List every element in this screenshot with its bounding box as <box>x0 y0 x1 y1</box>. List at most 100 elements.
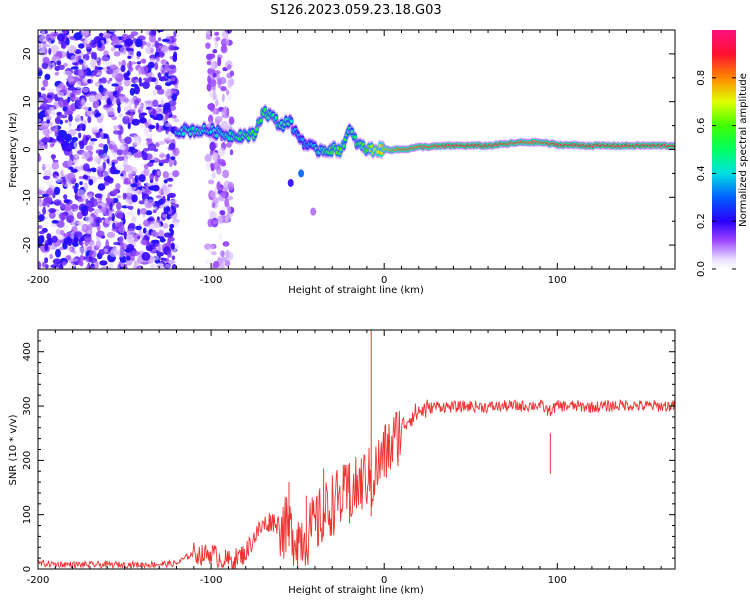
noise-speckle <box>160 59 167 65</box>
noise-speckle <box>133 85 140 95</box>
noise-speckle <box>38 44 42 49</box>
noise-speckle <box>95 71 102 76</box>
noise-speckle <box>44 196 53 203</box>
noise-speckle <box>63 224 69 230</box>
snr-panel: -200 -100 0 100 0 100 200 300 400 Height of stra… <box>8 329 676 596</box>
noise-speckle <box>47 237 53 246</box>
noise-speckle <box>229 149 234 156</box>
noise-speckle <box>131 118 140 126</box>
noise-speckle <box>92 198 97 202</box>
spectrogram-ylabel: Frequency (Hz) <box>8 112 19 188</box>
noise-speckle <box>220 45 228 54</box>
noise-speckle <box>98 205 102 209</box>
noise-speckle <box>73 141 78 148</box>
noise-speckle <box>210 79 217 88</box>
noise-speckle <box>141 151 148 161</box>
noise-speckle <box>167 251 172 258</box>
noise-speckle <box>110 47 115 52</box>
noise-speckle <box>100 130 104 140</box>
noise-speckle <box>51 219 59 224</box>
noise-speckle <box>152 109 156 114</box>
noise-speckle <box>125 115 130 120</box>
noise-speckle <box>130 148 138 153</box>
noise-speckle <box>159 98 164 103</box>
noise-speckle <box>46 119 50 124</box>
noise-speckle <box>149 221 154 230</box>
noise-speckle <box>158 160 168 164</box>
noise-speckle <box>70 104 74 111</box>
noise-speckle <box>59 119 63 125</box>
noise-speckle <box>204 259 213 265</box>
noise-speckle <box>137 106 144 115</box>
noise-speckle <box>211 34 217 43</box>
figure-title: S126.2023.059.23.18.G03 <box>270 3 441 18</box>
noise-speckle <box>72 241 79 247</box>
signal-core <box>181 131 185 136</box>
noise-speckle <box>46 187 54 196</box>
noise-speckle <box>42 44 46 53</box>
noise-speckle <box>157 141 166 145</box>
noise-speckle <box>88 257 98 264</box>
noise-speckle <box>94 65 98 74</box>
noise-speckle <box>38 35 48 43</box>
noise-speckle <box>44 257 49 264</box>
noise-speckle <box>159 51 165 58</box>
noise-speckle <box>123 181 132 185</box>
noise-speckle <box>102 152 108 161</box>
y-tick-label: -10 <box>22 189 33 205</box>
noise-speckle <box>79 181 83 186</box>
noise-speckle <box>211 171 216 179</box>
noise-speckle <box>145 121 149 128</box>
noise-speckle <box>82 106 90 110</box>
noise-speckle <box>40 86 46 91</box>
noise-speckle <box>142 227 147 234</box>
noise-speckle <box>63 70 72 76</box>
noise-speckle <box>73 231 83 238</box>
noise-speckle <box>85 198 89 204</box>
noise-speckle <box>136 61 141 65</box>
noise-speckle <box>67 172 76 181</box>
noise-speckle <box>51 161 60 170</box>
noise-speckle <box>112 169 121 174</box>
noise-speckle <box>158 37 162 42</box>
noise-speckle <box>138 77 142 84</box>
noise-speckle <box>89 266 96 269</box>
noise-speckle <box>218 77 227 85</box>
noise-speckle <box>78 247 87 255</box>
noise-speckle <box>110 64 117 69</box>
noise-speckle <box>227 181 234 191</box>
noise-speckle <box>145 210 153 216</box>
noise-speckle <box>168 44 175 51</box>
noise-speckle <box>48 208 56 214</box>
noise-speckle <box>76 211 83 220</box>
noise-speckle <box>115 183 121 190</box>
noise-speckle <box>173 118 180 123</box>
noise-speckle <box>106 68 114 75</box>
noise-speckle <box>64 133 72 143</box>
noise-speckle <box>172 54 178 62</box>
y-tick-label: 100 <box>22 505 33 524</box>
signal-blob <box>298 169 305 178</box>
noise-speckle <box>100 96 106 101</box>
noise-speckle <box>119 259 127 263</box>
noise-speckle <box>112 144 118 153</box>
noise-speckle <box>158 262 164 269</box>
noise-speckle <box>67 75 74 79</box>
noise-speckle <box>118 235 124 245</box>
y-tick-label: 0 <box>22 146 33 152</box>
noise-speckle <box>42 127 50 136</box>
noise-speckle <box>115 222 122 228</box>
noise-speckle <box>109 202 113 211</box>
noise-speckle <box>167 260 176 264</box>
noise-speckle <box>154 84 162 91</box>
noise-speckle <box>116 96 120 105</box>
noise-speckle <box>41 261 47 268</box>
noise-speckle <box>52 258 62 265</box>
noise-speckle <box>74 182 79 189</box>
snr-frame <box>37 329 676 570</box>
noise-speckle <box>61 138 65 145</box>
colorbar-tick-label: 0.0 <box>696 261 707 277</box>
noise-speckle <box>151 249 157 253</box>
noise-speckle <box>156 30 165 33</box>
noise-speckle <box>47 94 53 99</box>
